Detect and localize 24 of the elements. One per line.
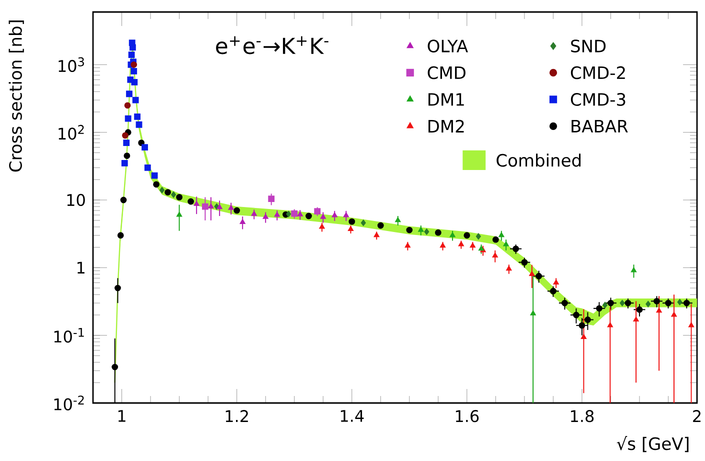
x-tick-label: 1 (118, 410, 126, 422)
x-tick-label: 1.8 (570, 410, 594, 422)
y-tick-label: 10 (67, 194, 85, 206)
legend-label: CMD-2 (570, 66, 625, 80)
legend-label: OLYA (428, 40, 468, 52)
legend-label: DM1 (428, 93, 464, 106)
legend-label: Combined (496, 154, 581, 167)
x-axis-title: √s [GeV] (616, 436, 688, 452)
y-tick-label: 10$^{-1}$ (54, 328, 84, 343)
y-axis-title: Cross section [nb] (8, 20, 24, 172)
x-tick-label: 1.4 (340, 410, 364, 422)
legend-label: CMD-3 (570, 93, 626, 106)
y-tick-label: 10$^{3}$ (58, 57, 84, 72)
x-tick-label: 1.2 (226, 410, 248, 422)
x-tick-label: 1.6 (456, 410, 479, 422)
legend-label: DM2 (428, 120, 464, 132)
legend-label: BABAR (572, 120, 628, 132)
text: e$^{+}$e$^{-}$→K$^{+}$K$^{-}$ (216, 36, 328, 54)
x-tick-label: 2 (693, 410, 700, 422)
legend-label: CMD (428, 66, 466, 80)
y-tick-label: 1 (78, 262, 84, 274)
y-tick-label: 10$^{-2}$ (54, 396, 84, 410)
y-tick-label: 10$^{2}$ (58, 124, 84, 140)
legend-label: SND (571, 40, 606, 52)
